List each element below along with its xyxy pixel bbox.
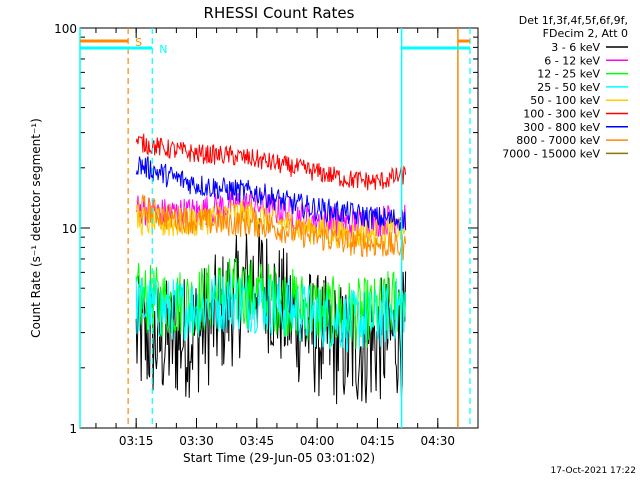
series-line-12-25-kev bbox=[135, 258, 407, 350]
series-line-100-300-kev bbox=[135, 133, 407, 191]
x-tick-label: 03:15 bbox=[119, 434, 154, 448]
legend-label: 6 - 12 keV bbox=[544, 54, 600, 67]
y-tick-label: 10 bbox=[62, 222, 77, 236]
state-label-s: S bbox=[135, 36, 142, 49]
legend-header: Det 1f,3f,4f,5f,6f,9f, bbox=[519, 14, 628, 27]
legend-label: 50 - 100 keV bbox=[530, 94, 600, 107]
y-tick-label: 1 bbox=[69, 422, 77, 436]
legend-label: 800 - 7000 keV bbox=[516, 134, 600, 147]
x-tick-label: 03:30 bbox=[179, 434, 214, 448]
legend-label: 3 - 6 keV bbox=[551, 41, 600, 54]
legend-label: 100 - 300 keV bbox=[523, 108, 600, 121]
x-tick-label: 04:00 bbox=[300, 434, 335, 448]
chart-title: RHESSI Count Rates bbox=[204, 4, 355, 22]
legend-label: 7000 - 15000 keV bbox=[502, 147, 600, 160]
y-axis-label: Count Rate (s⁻¹ detector segment⁻¹) bbox=[29, 118, 43, 338]
y-tick-label: 100 bbox=[54, 22, 77, 36]
state-label-n: N bbox=[159, 43, 167, 56]
footer-date: 17-Oct-2021 17:22 bbox=[551, 466, 636, 476]
series-line-25-50-kev bbox=[135, 274, 407, 353]
x-tick-label: 04:15 bbox=[360, 434, 395, 448]
series-line-300-800-kev bbox=[135, 156, 407, 231]
x-axis-label: Start Time (29-Jun-05 03:01:02) bbox=[183, 451, 375, 465]
x-tick-label: 03:45 bbox=[240, 434, 275, 448]
legend-label: 12 - 25 keV bbox=[537, 68, 600, 81]
legend-label: 25 - 50 keV bbox=[537, 81, 600, 94]
series-line-3-6-kev bbox=[135, 218, 407, 405]
series-line-800-7000-kev bbox=[135, 194, 407, 261]
x-tick-label: 04:30 bbox=[420, 434, 455, 448]
legend-label: 300 - 800 keV bbox=[523, 121, 600, 134]
plot-frame bbox=[79, 27, 479, 429]
legend-header: FDecim 2, Att 0 bbox=[543, 27, 628, 40]
series-line-50-100-kev bbox=[135, 198, 407, 250]
